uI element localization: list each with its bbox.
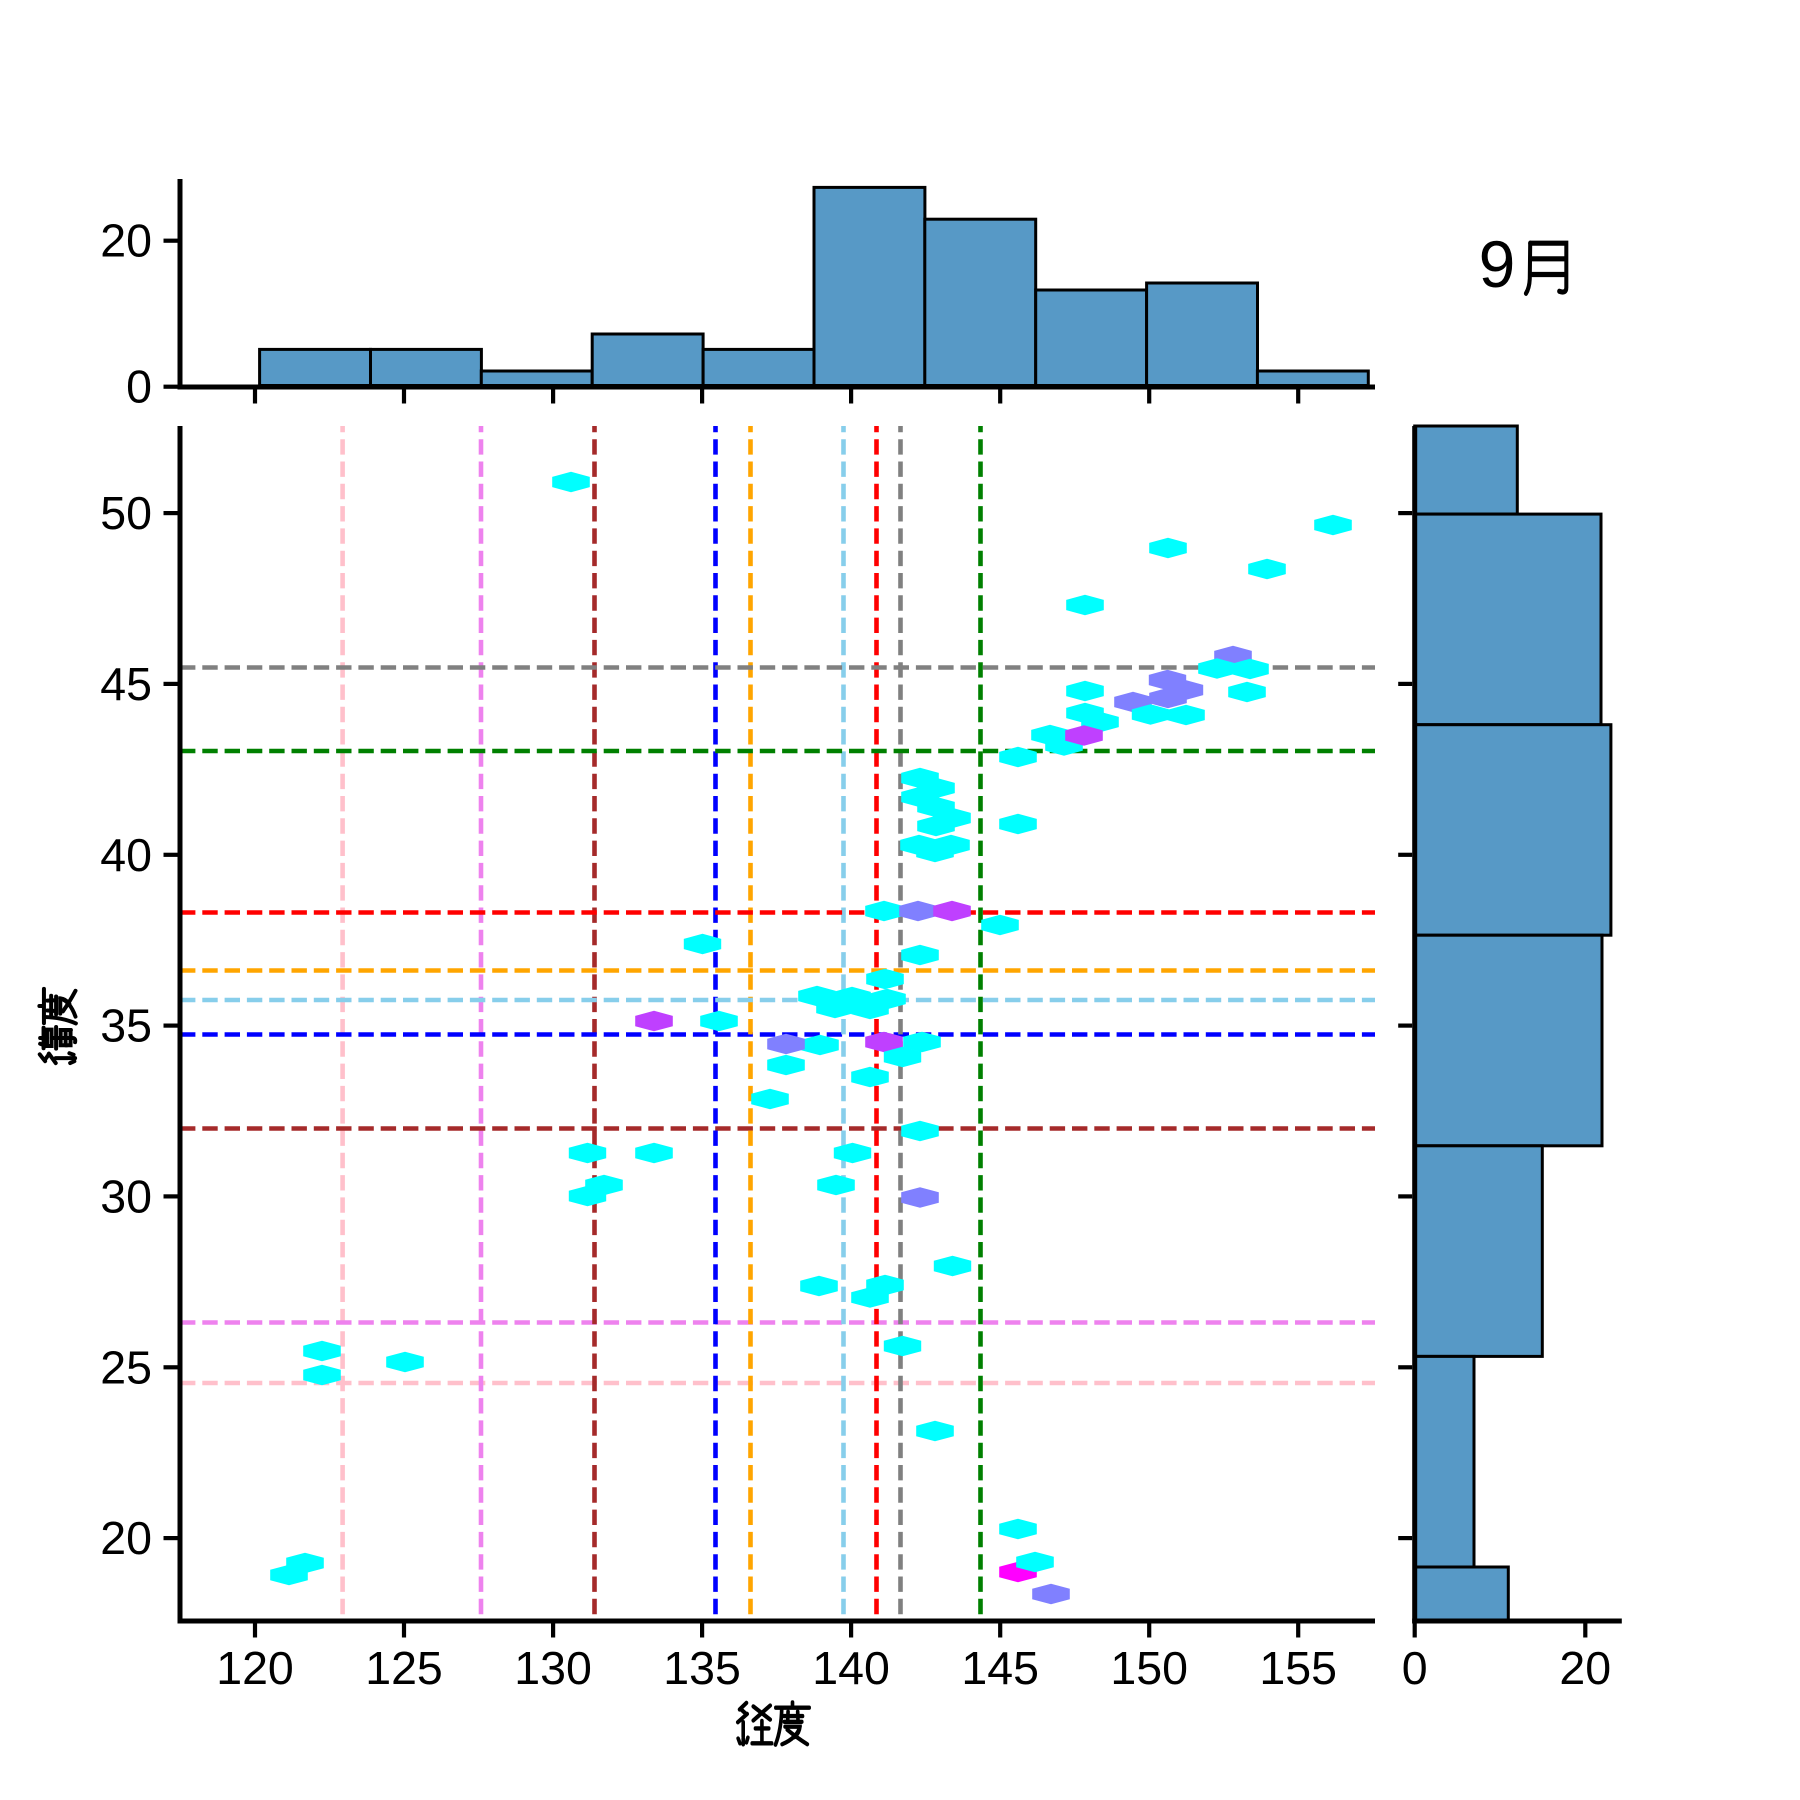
svg-text:9: 9 xyxy=(1479,227,1516,301)
svg-text:45: 45 xyxy=(100,658,152,710)
svg-text:20: 20 xyxy=(100,215,152,267)
svg-text:0: 0 xyxy=(1402,1642,1428,1694)
svg-text:135: 135 xyxy=(663,1642,741,1694)
svg-text:0: 0 xyxy=(126,361,152,413)
svg-text:20: 20 xyxy=(100,1512,152,1564)
svg-text:30: 30 xyxy=(100,1170,152,1222)
svg-text:130: 130 xyxy=(514,1642,592,1694)
svg-text:125: 125 xyxy=(365,1642,443,1694)
svg-text:20: 20 xyxy=(1559,1642,1611,1694)
svg-text:155: 155 xyxy=(1259,1642,1337,1694)
svg-text:25: 25 xyxy=(100,1341,152,1393)
svg-text:145: 145 xyxy=(961,1642,1039,1694)
svg-text:40: 40 xyxy=(100,829,152,881)
svg-text:120: 120 xyxy=(216,1642,294,1694)
svg-text:150: 150 xyxy=(1110,1642,1188,1694)
svg-text:140: 140 xyxy=(812,1642,890,1694)
svg-text:35: 35 xyxy=(100,1000,152,1052)
svg-text:50: 50 xyxy=(100,487,152,539)
